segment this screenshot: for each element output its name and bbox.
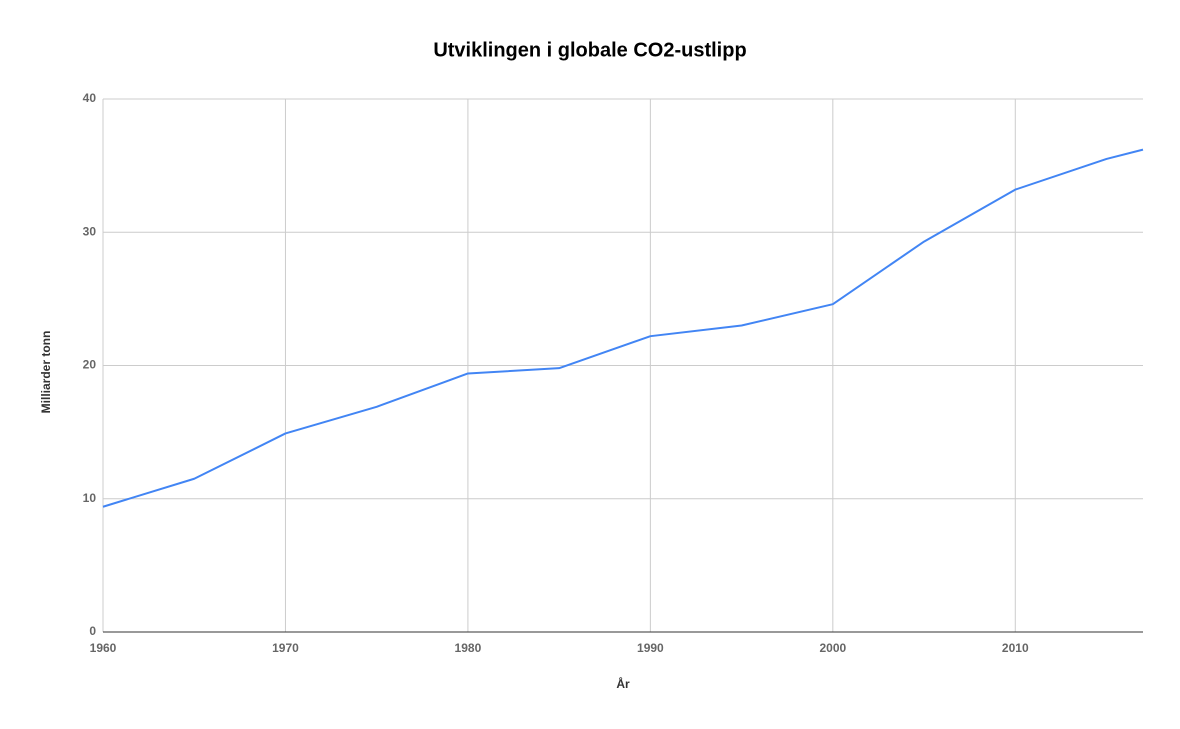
x-tick-label: 1960 xyxy=(90,641,117,655)
x-tick-label: 1990 xyxy=(637,641,664,655)
x-tick-label: 1970 xyxy=(272,641,299,655)
x-tick-label: 2000 xyxy=(819,641,846,655)
y-tick-label: 20 xyxy=(83,358,97,372)
y-tick-label: 0 xyxy=(89,624,96,638)
x-tick-label: 2010 xyxy=(1002,641,1029,655)
y-axis-title: Milliarder tonn xyxy=(39,331,53,414)
y-tick-label: 10 xyxy=(83,491,97,505)
chart-title: Utviklingen i globale CO2-ustlipp xyxy=(433,39,746,61)
y-tick-label: 30 xyxy=(83,224,97,238)
y-tick-label: 40 xyxy=(83,91,97,105)
x-axis-title: År xyxy=(616,676,630,691)
data-line xyxy=(102,148,1144,508)
x-tick-label: 1980 xyxy=(455,641,482,655)
